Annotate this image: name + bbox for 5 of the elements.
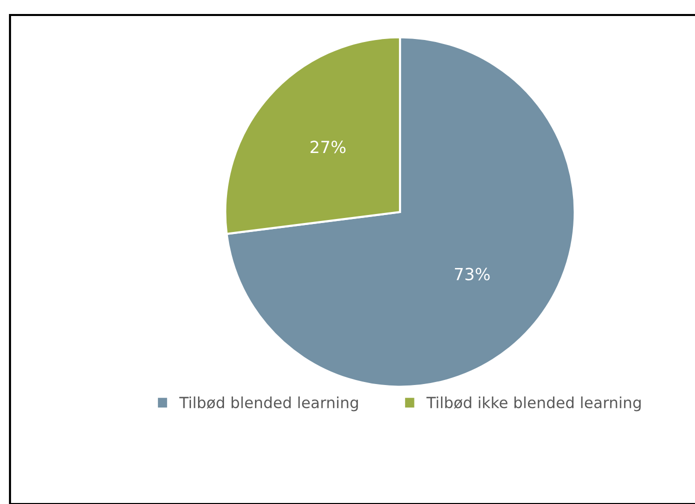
legend-label: Tilbød ikke blended learning xyxy=(426,396,641,412)
data-label: 73% xyxy=(454,268,490,280)
legend-label: Tilbød blended learning xyxy=(179,396,358,412)
data-label: 27% xyxy=(310,140,346,154)
pie-slice xyxy=(226,36,576,388)
